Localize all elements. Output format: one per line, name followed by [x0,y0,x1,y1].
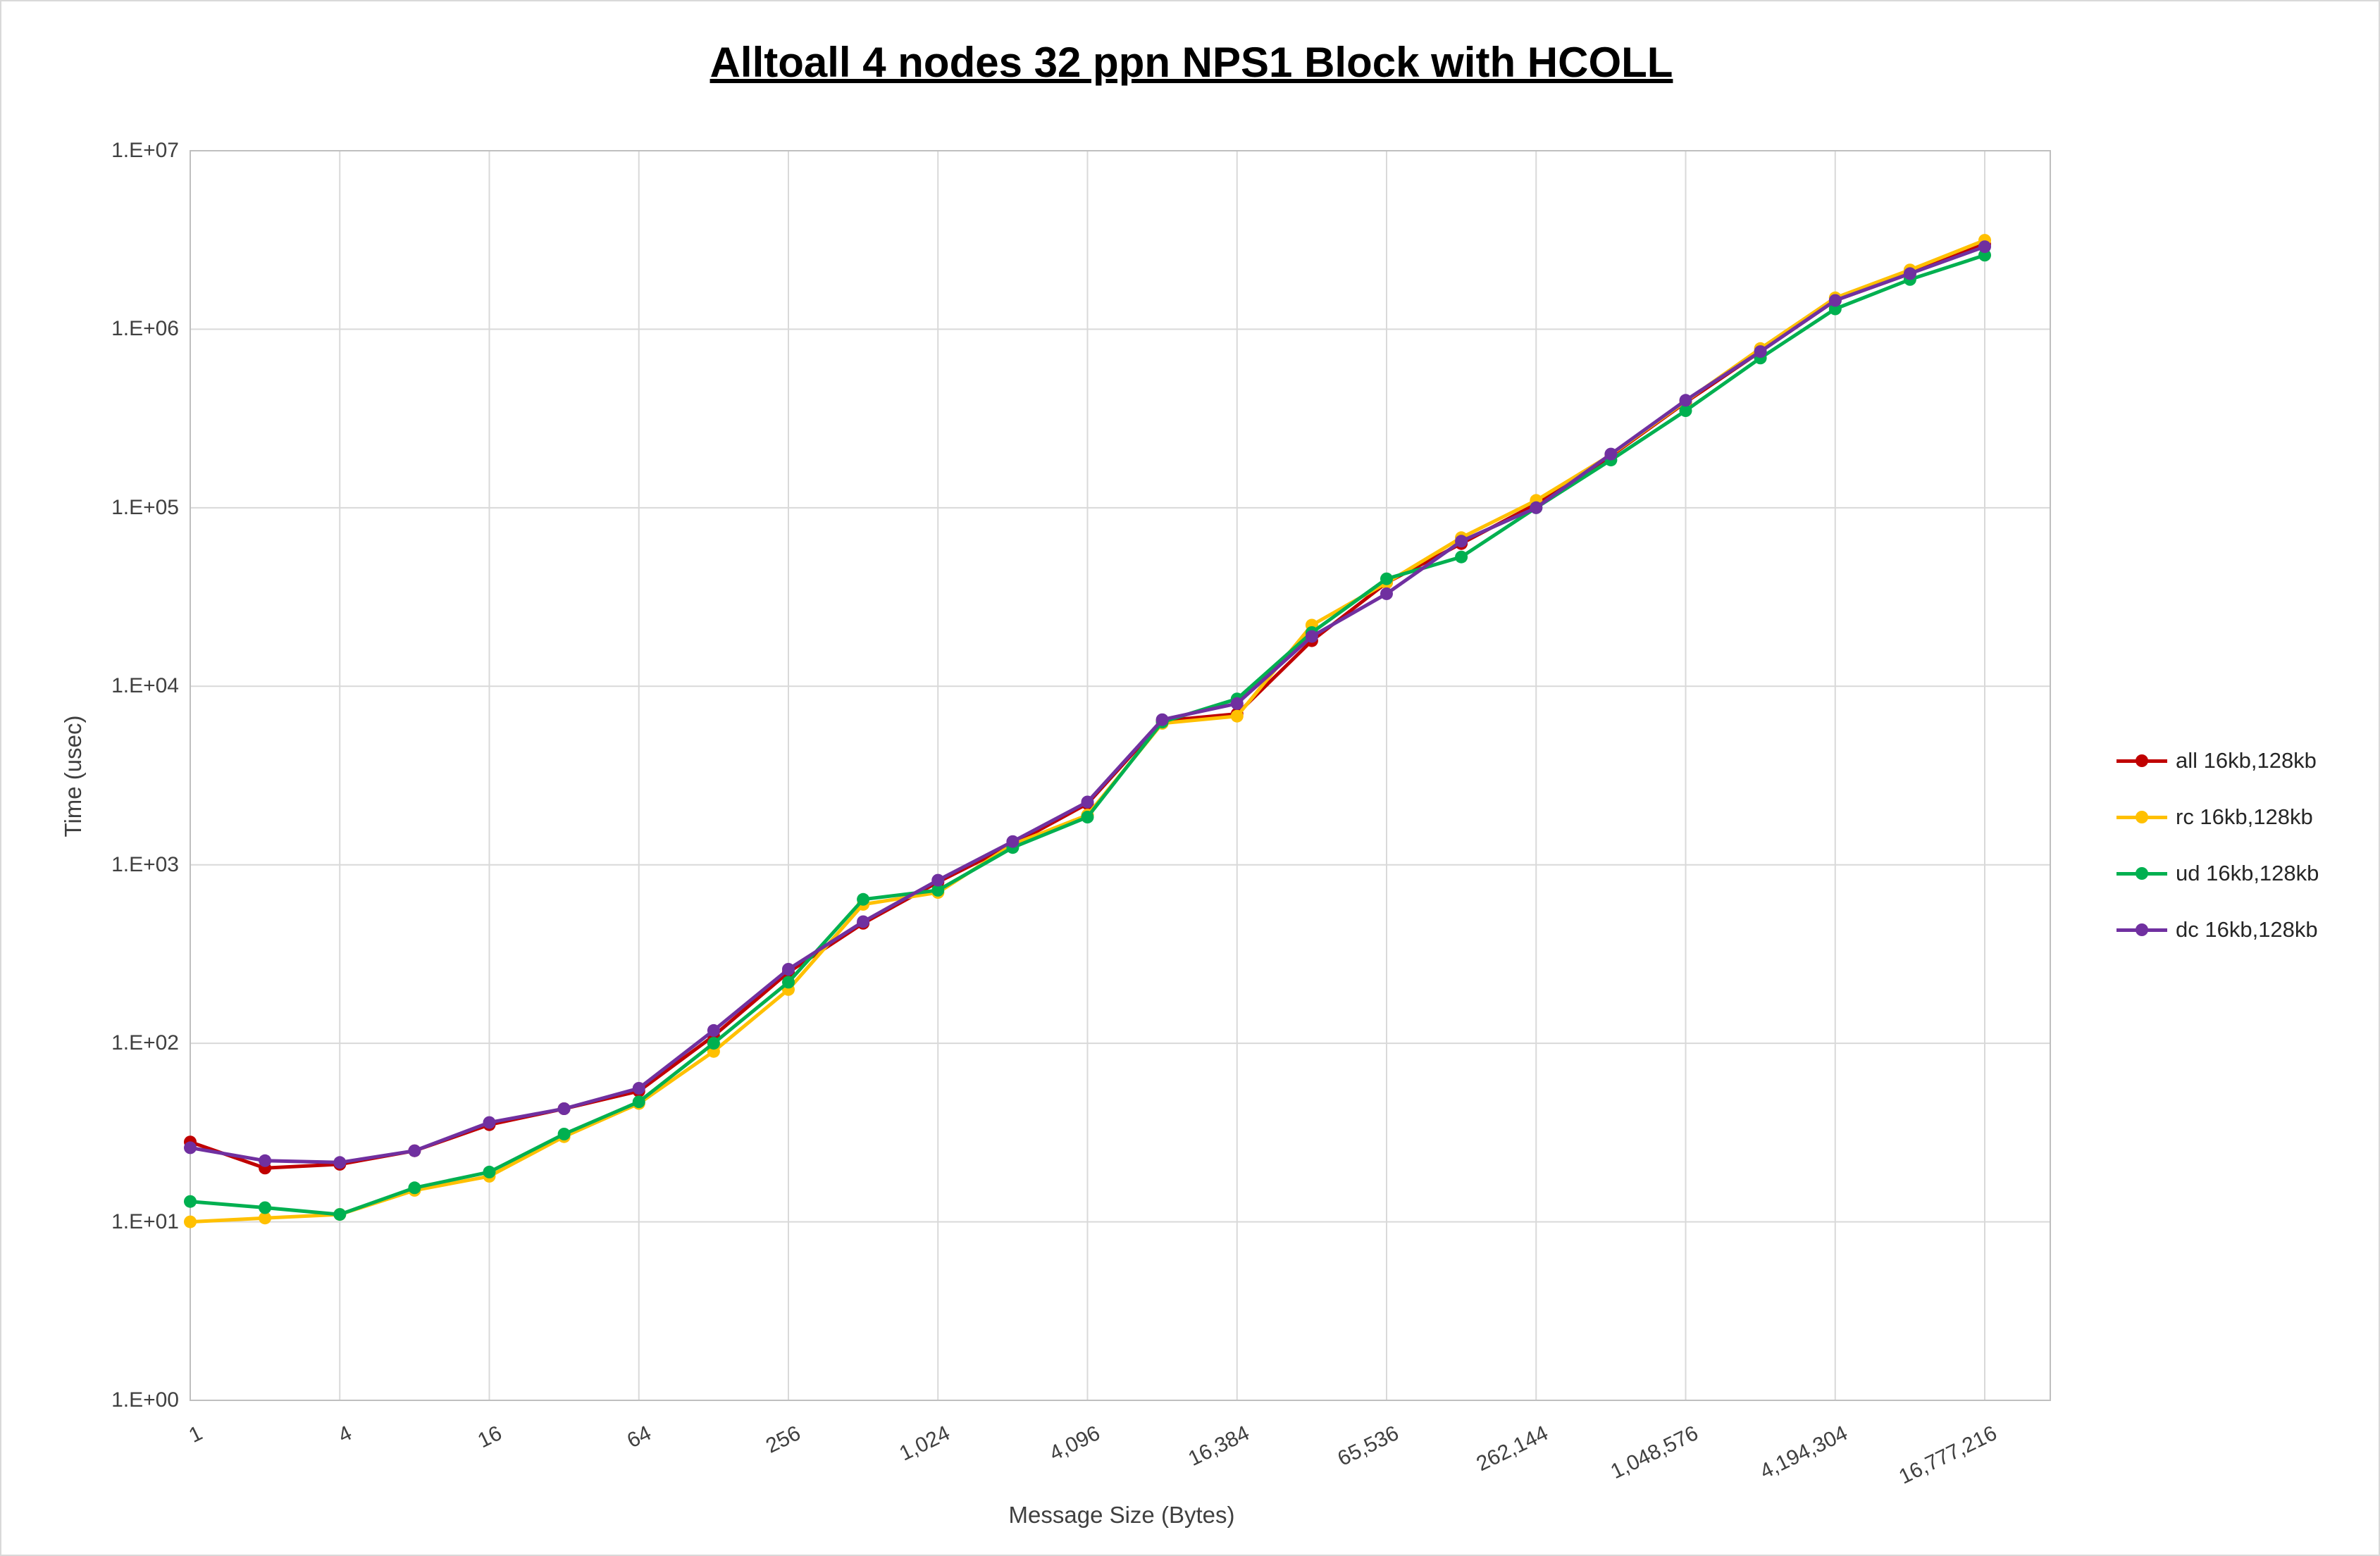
legend-marker-icon [2116,922,2167,938]
y-tick-label: 1.E+02 [111,1031,179,1055]
y-tick-label: 1.E+03 [111,852,179,876]
y-axis-title: Time (usec) [60,715,86,838]
y-tick-label: 1.E+07 [111,138,179,162]
legend-marker-icon [2116,753,2167,768]
legend-marker-icon [2116,866,2167,881]
plot-border [190,150,2051,1401]
y-tick-label: 1.E+06 [111,317,179,341]
series-markers-dc [184,240,1991,1169]
legend-label: rc 16kb,128kb [2176,804,2313,829]
legend-label: all 16kb,128kb [2176,748,2317,773]
y-tick-label: 1.E+05 [111,495,179,519]
legend-item-dc: dc 16kb,128kb [2116,902,2319,958]
legend-item-rc: rc 16kb,128kb [2116,789,2319,845]
chart-title: Alltoall 4 nodes 32 ppn NPS1 Block with … [709,39,1673,86]
legend-label: dc 16kb,128kb [2176,917,2318,942]
legend: all 16kb,128kb rc 16kb,128kb ud 16kb,128kb… [2116,733,2319,958]
y-tick-label: 1.E+01 [111,1209,179,1233]
legend-label: ud 16kb,128kb [2176,861,2319,885]
legend-marker-icon [2116,809,2167,825]
legend-item-ud: ud 16kb,128kb [2116,845,2319,902]
y-tick-label: 1.E+04 [111,674,179,698]
y-tick-label: 1.E+00 [111,1388,179,1412]
x-axis-title: Message Size (Bytes) [1008,1502,1235,1528]
legend-item-all: all 16kb,128kb [2116,733,2319,789]
